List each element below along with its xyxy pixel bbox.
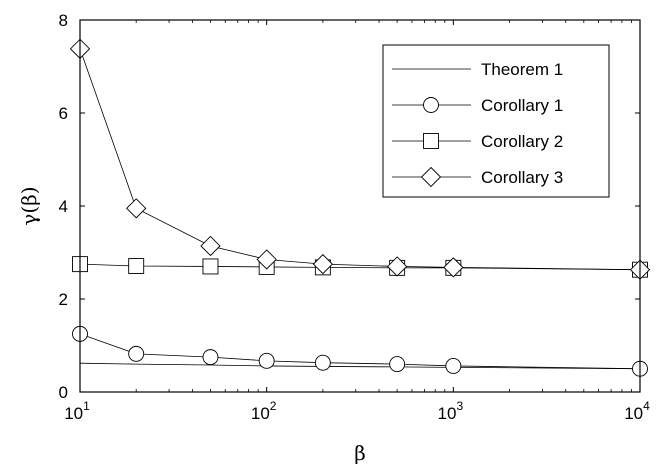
data-point-circle <box>445 358 462 374</box>
x-tick-base: 10 <box>624 404 643 423</box>
x-axis-title: β <box>354 441 366 465</box>
x-tick-label: 103 <box>438 399 464 423</box>
x-tick-base: 10 <box>438 404 457 423</box>
data-point-square <box>128 258 145 274</box>
series-corollary-2 <box>72 256 648 278</box>
legend-entry: Corollary 1 <box>392 96 563 115</box>
data-point-circle <box>258 352 275 369</box>
data-point-diamond <box>443 257 464 278</box>
y-axis-title: γ(β) <box>17 186 41 225</box>
legend-marker-circle <box>423 97 439 113</box>
data-point-circle <box>128 345 145 362</box>
legend-box <box>382 44 610 198</box>
data-point-square <box>202 258 219 275</box>
y-tick-label: 0 <box>59 383 68 402</box>
x-tick-label: 102 <box>251 399 277 423</box>
legend-label: Corollary 3 <box>481 168 563 187</box>
legend-entry: Corollary 3 <box>392 166 563 188</box>
x-tick-base: 10 <box>64 404 83 423</box>
series-corollary-1 <box>72 325 648 377</box>
y-tick-label: 4 <box>59 197 68 216</box>
legend-marker-diamond <box>420 166 442 188</box>
x-tick-exponent: 1 <box>83 399 90 413</box>
data-point-circle <box>314 354 331 371</box>
plot-frame <box>79 19 641 393</box>
data-point-circle <box>389 356 406 373</box>
legend-marker-square <box>423 133 439 149</box>
series-line <box>79 333 641 370</box>
legend-label: Corollary 1 <box>481 96 563 115</box>
x-tick-label: 104 <box>624 399 650 423</box>
data-point-diamond <box>387 256 408 277</box>
data-point-diamond <box>312 253 333 275</box>
data-point-diamond <box>256 249 277 270</box>
x-tick-base: 10 <box>251 404 270 423</box>
series-corollary-3 <box>69 38 651 280</box>
legend: Theorem 1 Corollary 1 Corollary 2 Corollary… <box>382 44 610 198</box>
series-line <box>79 362 641 370</box>
data-point-circle <box>202 349 219 366</box>
data-point-diamond <box>126 198 147 219</box>
series-group <box>69 38 651 377</box>
x-tick-exponent: 2 <box>270 399 277 413</box>
data-point-diamond <box>200 235 221 257</box>
y-tick-label: 8 <box>59 11 68 30</box>
legend-label: Theorem 1 <box>481 60 563 79</box>
y-tick-label: 2 <box>59 290 68 309</box>
legend-entry: Corollary 2 <box>392 132 563 151</box>
legend-entry: Theorem 1 <box>392 60 563 79</box>
y-tick-label: 6 <box>59 104 68 123</box>
series-theorem-1 <box>79 362 641 370</box>
x-tick-label: 101 <box>64 399 90 423</box>
x-tick-exponent: 4 <box>643 399 650 413</box>
legend-label: Corollary 2 <box>481 132 563 151</box>
x-tick-exponent: 3 <box>456 399 463 413</box>
